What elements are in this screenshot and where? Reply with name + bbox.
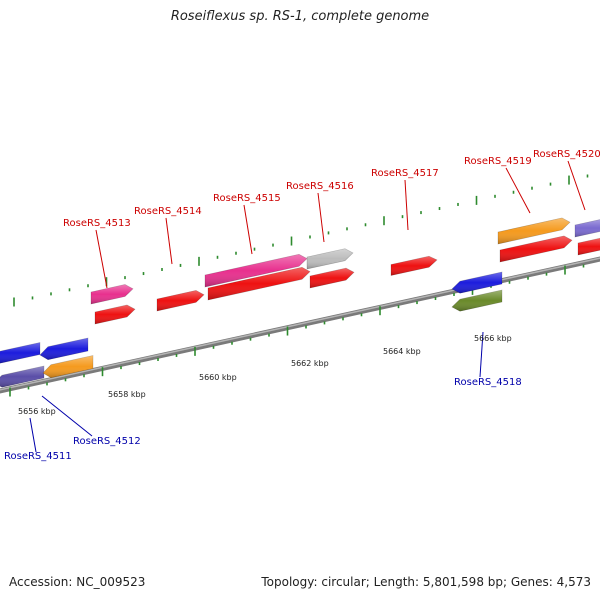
leader-line — [165, 217, 173, 265]
gene-label-rosers_4512: RoseRS_4512 — [73, 436, 141, 447]
feature-shading — [91, 284, 133, 304]
gene-feature-rosers_4519 — [497, 217, 571, 245]
gene-feature-rosers_4515 — [207, 266, 311, 301]
gene-feature-rosers_4517 — [390, 255, 438, 276]
leader-line — [404, 179, 409, 231]
leader-line — [29, 417, 37, 453]
label-leader-lines — [29, 160, 586, 453]
scale-label: 5664 kbp — [383, 347, 421, 356]
gene-feature-rosers_4514 — [156, 290, 205, 312]
gene-label-rosers_4514: RoseRS_4514 — [134, 206, 202, 217]
leader-line — [41, 395, 93, 437]
scale-label: 5666 kbp — [474, 334, 512, 343]
gene-features — [0, 217, 600, 388]
feature-shading — [0, 366, 44, 388]
gene-feature-rosers_4515 — [204, 253, 308, 288]
gene-feature-rosers_4512 — [39, 337, 89, 361]
feature-shading — [452, 290, 502, 312]
gene-feature-rosers_4512 — [42, 355, 94, 379]
leader-line — [243, 204, 253, 255]
feature-shading — [307, 248, 353, 269]
gene-label-rosers_4516: RoseRS_4516 — [286, 181, 354, 192]
feature-shading — [95, 305, 135, 324]
feature-shading — [575, 219, 600, 237]
scale-labels: 5656 kbp 5658 kbp 5660 kbp 5662 kbp 5664 kbp… — [18, 334, 512, 416]
gene-label-rosers_4518: RoseRS_4518 — [454, 377, 522, 388]
gene-label-rosers_4517: RoseRS_4517 — [371, 168, 439, 179]
gene-label-rosers_4519: RoseRS_4519 — [464, 156, 532, 167]
feature-shading — [310, 268, 354, 288]
scale-label: 5658 kbp — [108, 390, 146, 399]
leader-line — [567, 160, 586, 211]
gene-feature-rosers_4519 — [499, 235, 573, 263]
gene-feature-rosers_4513 — [94, 304, 136, 325]
gene-label-rosers_4515: RoseRS_4515 — [213, 193, 281, 204]
feature-shading — [205, 254, 307, 287]
accession-text: Accession: NC_009523 — [9, 575, 146, 589]
gene-label-rosers_4513: RoseRS_4513 — [63, 218, 131, 229]
gene-feature-rosers_4520 — [577, 237, 600, 256]
feature-shading — [500, 235, 572, 262]
gene-feature-rosers_4516 — [309, 267, 355, 289]
gene-label-rosers_4520: RoseRS_4520 — [533, 149, 600, 160]
gene-feature-rosers_4511 — [0, 342, 41, 364]
leader-line — [317, 192, 325, 243]
feature-shading — [578, 238, 600, 255]
tick-marks — [9, 174, 589, 397]
feature-shading — [208, 267, 310, 300]
gene-feature-rosers_4518 — [451, 289, 503, 312]
feature-shading — [498, 217, 570, 244]
feature-shading — [43, 355, 93, 378]
map-title: Roseiflexus sp. RS-1, complete genome — [170, 9, 430, 24]
leader-line — [95, 229, 108, 289]
backbone — [0, 256, 600, 394]
leader-line — [505, 167, 531, 214]
feature-shading — [452, 272, 502, 294]
gene-feature-rosers_4513 — [90, 284, 134, 305]
leader-line — [479, 331, 484, 378]
gene-label-rosers_4511: RoseRS_4511 — [4, 451, 72, 462]
feature-shading — [40, 338, 88, 360]
feature-shading — [157, 290, 204, 311]
gene-feature-rosers_4516 — [306, 248, 354, 270]
scale-label: 5656 kbp — [18, 407, 56, 416]
scale-label: 5662 kbp — [291, 359, 329, 368]
feature-shading — [0, 342, 40, 364]
gene-feature-rosers_4520 — [574, 219, 600, 238]
gene-feature-rosers_4518 — [451, 271, 503, 294]
scale-label: 5660 kbp — [199, 373, 237, 382]
backbone-line — [0, 256, 600, 394]
gene-labels: RoseRS_4511RoseRS_4512RoseRS_4513RoseRS_… — [4, 149, 600, 462]
genome-summary-text: Topology: circular; Length: 5,801,598 bp… — [261, 575, 591, 589]
feature-shading — [391, 256, 437, 276]
backbone-highlight — [0, 257, 600, 391]
